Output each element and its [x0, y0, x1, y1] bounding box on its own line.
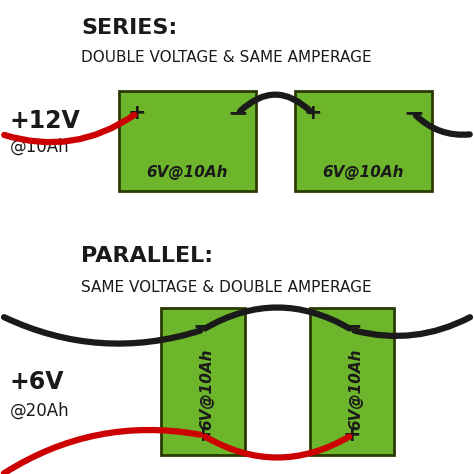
- Text: +: +: [128, 103, 146, 123]
- FancyBboxPatch shape: [119, 91, 256, 191]
- Text: +6V: +6V: [9, 371, 64, 394]
- Text: −: −: [341, 314, 362, 338]
- Text: +12V: +12V: [9, 109, 80, 133]
- Text: @20Ah: @20Ah: [9, 401, 69, 419]
- Text: DOUBLE VOLTAGE & SAME AMPERAGE: DOUBLE VOLTAGE & SAME AMPERAGE: [81, 50, 372, 64]
- Text: −: −: [228, 101, 248, 125]
- FancyBboxPatch shape: [161, 308, 245, 455]
- Text: 6V@10Ah: 6V@10Ah: [348, 349, 363, 430]
- Text: SAME VOLTAGE & DOUBLE AMPERAGE: SAME VOLTAGE & DOUBLE AMPERAGE: [81, 280, 372, 295]
- FancyBboxPatch shape: [310, 308, 394, 455]
- Text: @10Ah: @10Ah: [9, 138, 69, 156]
- Text: 6V@10Ah: 6V@10Ah: [199, 349, 214, 430]
- Text: PARALLEL:: PARALLEL:: [81, 246, 213, 266]
- Text: SERIES:: SERIES:: [81, 18, 177, 38]
- Text: 6V@10Ah: 6V@10Ah: [146, 165, 228, 181]
- Text: 6V@10Ah: 6V@10Ah: [322, 165, 404, 181]
- Text: +: +: [342, 425, 361, 445]
- Text: −: −: [403, 101, 424, 125]
- Text: −: −: [192, 314, 213, 338]
- Text: +: +: [193, 425, 212, 445]
- Text: +: +: [303, 103, 322, 123]
- FancyBboxPatch shape: [295, 91, 432, 191]
